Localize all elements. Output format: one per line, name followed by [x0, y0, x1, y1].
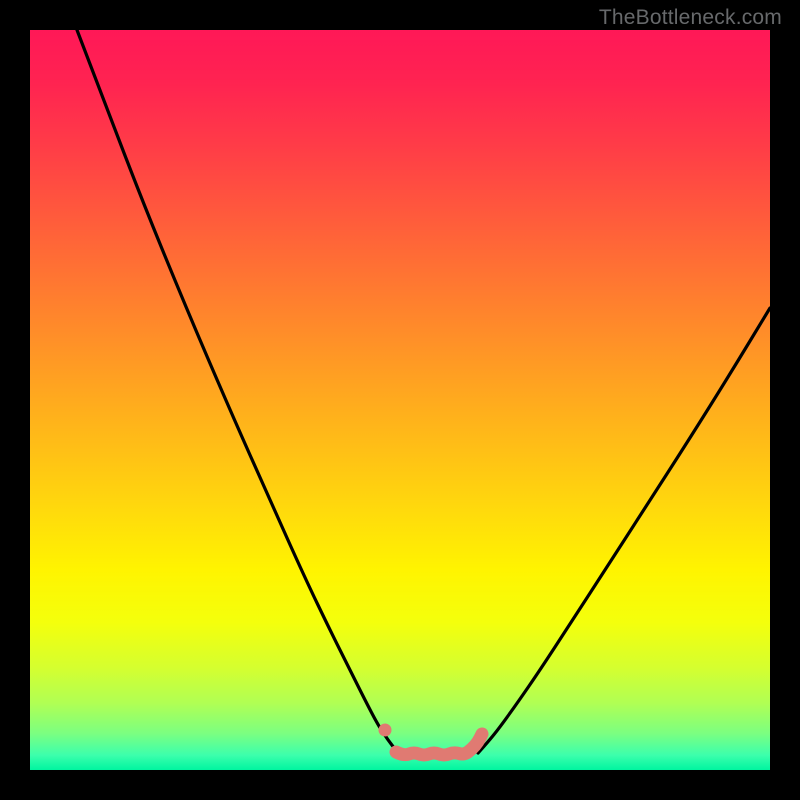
plot-svg: [30, 30, 770, 770]
plot-area: [30, 30, 770, 770]
valley-marker-dot: [379, 724, 392, 737]
chart-frame: TheBottleneck.com: [0, 0, 800, 800]
gradient-background-rect: [30, 30, 770, 770]
watermark-text: TheBottleneck.com: [599, 6, 782, 30]
